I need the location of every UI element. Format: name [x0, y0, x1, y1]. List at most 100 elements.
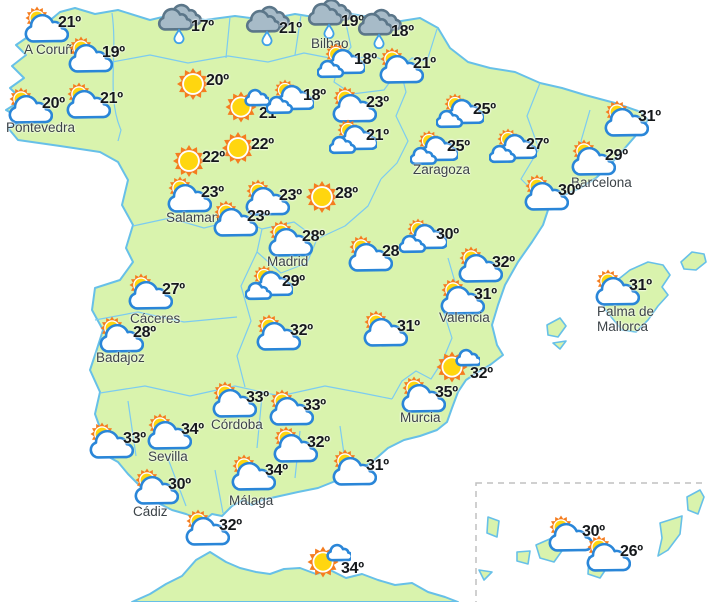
city-label-caceres: Cáceres: [130, 311, 181, 326]
weather-marker-palma-de-mallorca[interactable]: 31º: [592, 268, 652, 312]
city-label-cadiz: Cádiz: [133, 504, 168, 519]
weather-marker[interactable]: 31º: [601, 99, 661, 143]
weather-marker[interactable]: 21º: [328, 118, 389, 162]
temperature-value: 34º: [181, 421, 204, 438]
temperature-value: 32º: [219, 517, 242, 534]
weather-marker[interactable]: 23º: [210, 199, 270, 243]
weather-marker[interactable]: 32º: [253, 313, 313, 357]
el-hierro-island: [478, 569, 493, 581]
fuerteventura-island: [657, 515, 683, 557]
weather-marker[interactable]: 21º: [221, 87, 282, 131]
sun-cloud-icon: [167, 176, 213, 213]
weather-marker[interactable]: 21º: [63, 81, 123, 125]
sun-cloud-icon: [604, 100, 650, 137]
weather-marker[interactable]: 26º: [583, 534, 643, 578]
weather-marker[interactable]: 17º: [155, 3, 214, 47]
weather-marker[interactable]: 32º: [182, 508, 242, 552]
weather-marker[interactable]: 23º: [329, 85, 389, 129]
weather-marker[interactable]: 33º: [86, 421, 146, 465]
weather-marker[interactable]: 27º: [488, 127, 549, 171]
weather-marker[interactable]: 22º: [214, 127, 274, 171]
weather-marker[interactable]: 30º: [398, 217, 459, 261]
temperature-value: 23º: [279, 187, 302, 204]
sun-cloud-icon: [363, 310, 409, 347]
weather-marker[interactable]: 31º: [360, 309, 420, 353]
sun-icon: [173, 145, 205, 177]
weather-marker-sevilla[interactable]: 34º: [144, 412, 204, 456]
temperature-value: 31º: [638, 108, 661, 125]
weather-marker-madrid[interactable]: 28º: [265, 219, 325, 263]
weather-marker[interactable]: 33º: [266, 388, 326, 432]
sun-cloud-icon: [99, 316, 145, 353]
weather-marker-murcia[interactable]: 35º: [398, 375, 458, 419]
weather-marker[interactable]: 30º: [545, 514, 605, 558]
temperature-value: 30º: [436, 226, 459, 243]
temperature-value: 21º: [366, 127, 389, 144]
weather-marker[interactable]: 32º: [455, 245, 515, 289]
weather-marker-bilbao[interactable]: 19º: [305, 0, 364, 42]
weather-marker[interactable]: 18º: [265, 78, 326, 122]
sun-cloud-icon: [571, 139, 617, 176]
weather-marker[interactable]: 21º: [376, 46, 436, 90]
temperature-value: 29º: [605, 147, 628, 164]
weather-marker[interactable]: 22º: [165, 140, 225, 184]
weather-marker-cadiz[interactable]: 30º: [131, 467, 191, 511]
weather-marker[interactable]: 25º: [435, 92, 496, 136]
weather-marker[interactable]: 32º: [432, 347, 493, 391]
weather-marker[interactable]: 20º: [169, 63, 229, 107]
weather-marker[interactable]: 28º: [298, 176, 358, 220]
weather-marker[interactable]: 28º: [345, 234, 405, 278]
sun-cloud-icon: [332, 449, 378, 486]
temperature-value: 19º: [341, 13, 364, 30]
sun-cloud-icon: [256, 314, 302, 351]
city-label-cordoba: Córdoba: [211, 417, 263, 432]
temperature-value: 30º: [582, 523, 605, 540]
weather-marker[interactable]: 23º: [242, 178, 302, 222]
sun-icon: [222, 132, 254, 164]
temperature-value: 18º: [354, 51, 377, 68]
temperature-value: 34º: [341, 560, 364, 577]
weather-marker-caceres[interactable]: 27º: [125, 272, 185, 316]
weather-marker-valencia[interactable]: 31º: [437, 277, 497, 321]
city-label-madrid: Madrid: [267, 254, 309, 269]
canary-islands: [478, 489, 705, 581]
sun-two-clouds-icon: [398, 218, 449, 254]
weather-marker-zaragoza[interactable]: 25º: [409, 129, 470, 173]
weather-marker[interactable]: 31º: [329, 448, 389, 492]
weather-marker[interactable]: 19º: [65, 35, 125, 79]
city-label-barcelona: Barcelona: [571, 175, 632, 190]
weather-marker-malaga[interactable]: 34º: [228, 453, 288, 497]
formentera-island: [552, 340, 567, 350]
sun-two-clouds-icon: [244, 265, 295, 301]
temperature-value: 32º: [470, 365, 493, 382]
sun-cloud-icon: [213, 200, 259, 237]
weather-marker[interactable]: 34º: [303, 542, 364, 586]
sun-cloud-icon: [128, 273, 174, 310]
temperature-value: 21º: [100, 90, 123, 107]
weather-marker[interactable]: 30º: [521, 173, 581, 217]
weather-marker-badajoz[interactable]: 28º: [96, 315, 156, 359]
weather-marker-barcelona[interactable]: 29º: [568, 138, 628, 182]
weather-marker[interactable]: 29º: [244, 264, 305, 308]
rain-icon: [357, 8, 402, 50]
temperature-value: 31º: [366, 457, 389, 474]
temperature-value: 25º: [447, 138, 470, 155]
sun-cloud-icon: [586, 535, 632, 572]
weather-marker[interactable]: 18º: [316, 42, 377, 86]
sun-two-clouds-icon: [488, 128, 539, 164]
city-label-murcia: Murcia: [400, 410, 441, 425]
weather-marker-pontevedra[interactable]: 20º: [5, 86, 65, 130]
temperature-value: 30º: [558, 182, 581, 199]
weather-marker-cordoba[interactable]: 33º: [209, 380, 269, 424]
temperature-value: 20º: [206, 72, 229, 89]
weather-marker-a-coruna[interactable]: 21º: [21, 5, 81, 49]
weather-marker[interactable]: 21º: [243, 5, 302, 49]
weather-marker-salamanca[interactable]: 23º: [164, 175, 224, 219]
weather-marker[interactable]: 32º: [270, 425, 330, 469]
temperature-value: 30º: [168, 476, 191, 493]
temperature-value: 27º: [526, 136, 549, 153]
temperature-value: 32º: [492, 254, 515, 271]
temperature-value: 19º: [102, 44, 125, 61]
weather-marker[interactable]: 18º: [355, 8, 414, 52]
